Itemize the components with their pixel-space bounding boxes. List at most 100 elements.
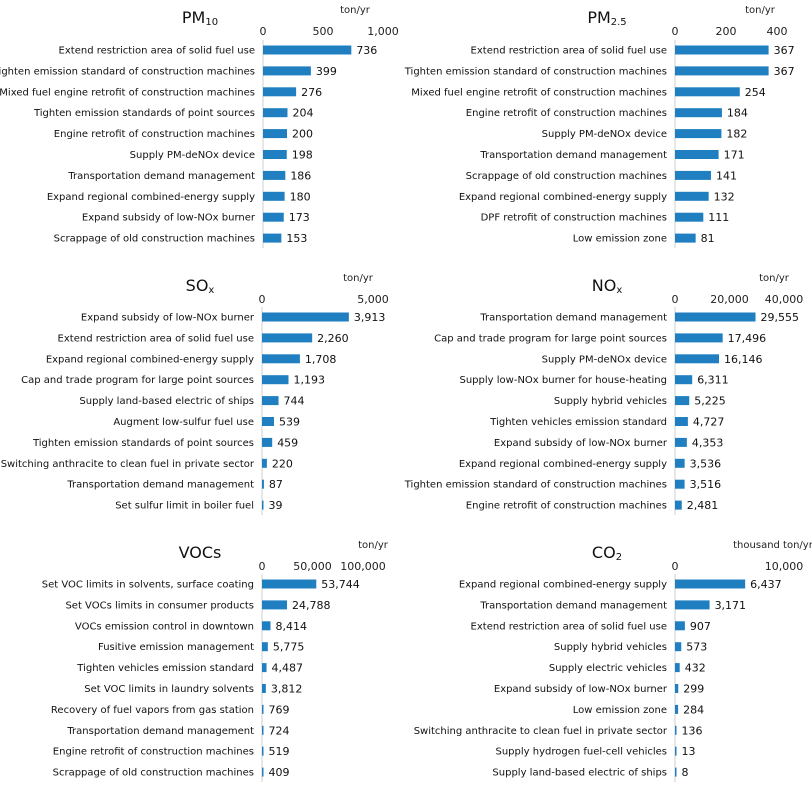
bar-value-label: 299 (683, 683, 704, 696)
bar-value-label: 53,744 (321, 578, 360, 591)
x-tick-label: 500 (313, 25, 334, 38)
bar (262, 417, 274, 426)
x-tick-label: 40,000 (765, 293, 804, 306)
bar-value-label: 81 (701, 232, 715, 245)
bar-value-label: 5,225 (694, 395, 726, 408)
category-label: Set VOC limits in solvents, surface coat… (42, 580, 254, 591)
bar-value-label: 276 (301, 86, 322, 99)
bar (262, 746, 264, 756)
bar (262, 437, 273, 447)
category-label: Transportation demand management (479, 150, 667, 161)
bar (263, 45, 352, 55)
chart-title-subscript: 2 (616, 552, 622, 563)
bar (675, 233, 696, 243)
x-tick-label: 0 (259, 293, 266, 306)
bar-value-label: 204 (292, 107, 313, 120)
bar (263, 233, 282, 243)
bar (263, 108, 288, 118)
bar-value-label: 4,353 (692, 436, 724, 449)
bar (675, 212, 704, 222)
bar-value-label: 132 (714, 190, 735, 203)
bar (675, 66, 769, 76)
bar (675, 108, 722, 118)
chart-panel-3: NOx ton/yr 0 20,000 40,000 Transportation dem… (404, 273, 804, 516)
chart-title: SOx (186, 276, 215, 296)
bar-value-label: 1,708 (305, 353, 337, 366)
bar (262, 333, 313, 343)
chart-title-subscript: x (208, 285, 214, 296)
bar-value-label: 409 (269, 766, 290, 779)
bar (262, 767, 264, 777)
category-label: Scrappage of old construction machines (53, 768, 254, 779)
category-label: Tighten emission standard of constructio… (404, 66, 667, 77)
category-label: Transportation demand management (479, 313, 667, 324)
bar-value-label: 367 (774, 65, 795, 78)
category-label: Augment low-sulfur fuel use (113, 417, 254, 428)
category-label: Supply PM-deNOx device (542, 129, 667, 140)
bar (262, 600, 288, 610)
x-tick-label: 50,000 (293, 560, 332, 573)
x-tick-label: 400 (767, 25, 788, 38)
bar (262, 500, 264, 510)
chart-title-subscript: 2.5 (611, 17, 627, 28)
category-label: Cap and trade program for large point so… (434, 333, 667, 344)
category-label: Tighten emission standard of constructio… (404, 480, 667, 491)
bar (262, 642, 268, 652)
bar-value-label: 3,913 (354, 311, 386, 324)
bar-value-label: 200 (292, 128, 313, 141)
bar-value-label: 573 (686, 641, 707, 654)
bar (262, 725, 264, 735)
bar (675, 150, 719, 159)
category-label: Low emission zone (573, 234, 667, 245)
bar (262, 312, 349, 322)
category-label: DPF retrofit of construction machines (481, 213, 667, 224)
bar (262, 375, 289, 385)
bar-value-label: 3,171 (715, 599, 747, 612)
x-tick-label: 200 (716, 25, 737, 38)
chart-unit-label: ton/yr (745, 5, 776, 16)
category-label: Engine retrofit of construction machines (53, 747, 254, 758)
category-label: Engine retrofit of construction machines (466, 108, 667, 119)
bar (262, 479, 264, 489)
bar (675, 579, 746, 589)
bar (675, 170, 711, 180)
category-label: Engine retrofit of construction machines (466, 501, 667, 512)
bar (675, 621, 685, 631)
category-label: Fusitive emission management (98, 642, 254, 653)
x-tick-label: 100,000 (340, 560, 386, 573)
bar (675, 375, 693, 385)
bar (675, 45, 769, 55)
bar-value-label: 3,536 (690, 457, 722, 470)
chart-panel-4: VOCs ton/yr 0 50,000 100,000 Set VOC limits i… (42, 540, 389, 783)
chart-title: NOx (592, 276, 623, 296)
bar-value-label: 432 (685, 662, 706, 675)
category-label: Extend restriction area of solid fuel us… (59, 46, 255, 57)
bar-value-label: 111 (708, 211, 729, 224)
x-tick-label: 0 (259, 560, 266, 573)
bar-value-label: 5,775 (273, 641, 305, 654)
bar (675, 87, 740, 97)
x-tick-label: 1,000 (367, 25, 399, 38)
bar-value-label: 3,516 (690, 478, 722, 491)
bar (675, 354, 719, 364)
bar-value-label: 8 (682, 766, 689, 779)
bar-value-label: 220 (272, 457, 293, 470)
chart-panel-2: SOx ton/yr 0 5,000 Expand subsidy of low-NOx… (1, 273, 389, 516)
category-label: Scrappage of old construction machines (54, 234, 255, 245)
category-label: Supply hydrogen fuel-cell vehicles (496, 747, 668, 758)
bar (262, 684, 266, 693)
x-tick-label: 0 (672, 560, 679, 573)
x-tick-label: 0 (672, 293, 679, 306)
category-label: Tighten vehicles emission standard (76, 663, 254, 674)
bar (262, 579, 317, 589)
x-tick-label: 20,000 (710, 293, 749, 306)
bar (263, 129, 287, 139)
bar (263, 66, 311, 76)
bar (675, 479, 685, 489)
bar (675, 725, 677, 735)
bar (675, 312, 756, 322)
bar-value-label: 284 (683, 703, 704, 716)
bar (675, 396, 690, 406)
category-label: Set VOC limits in laundry solvents (84, 684, 254, 695)
chart-title-main: VOCs (179, 543, 222, 562)
